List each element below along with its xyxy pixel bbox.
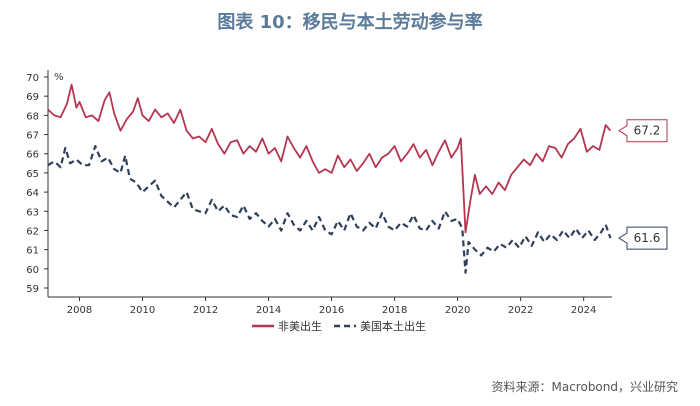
y-tick-label: 68 [26,111,39,122]
x-tick-label: 2024 [571,305,596,316]
y-tick-label: 59 [26,284,39,295]
x-tick-label: 2008 [67,305,92,316]
x-tick-label: 2014 [256,305,281,316]
series-line [47,83,612,234]
x-tick-label: 2010 [130,305,155,316]
unit-label: % [54,72,64,83]
x-tick-label: 2018 [382,305,407,316]
legend: 非美出生 美国本土出生 [252,319,426,333]
y-tick-label: 65 [26,169,39,180]
end-value-callout [618,226,668,250]
y-tick-label: 64 [26,188,39,199]
series-line [47,145,612,274]
y-tick-label: 69 [26,92,39,103]
end-value-callout [618,119,668,143]
x-tick-label: 2016 [319,305,344,316]
series-lines [47,83,612,274]
y-tick-label: 66 [26,150,39,161]
y-tick-label: 67 [26,131,39,142]
y-tick-label: 61 [26,246,39,257]
x-tick-label: 2022 [508,305,533,316]
y-tick-label: 70 [26,73,39,84]
y-tick-label: 62 [26,226,39,237]
x-tick-label: 2020 [445,305,470,316]
y-tick-label: 63 [26,207,39,218]
y-tick-label: 60 [26,265,39,276]
chart-title: 图表 10：移民与本土劳动参与率 [217,12,483,33]
end-value-label: 61.6 [634,231,661,245]
source-note: 资料来源：Macrobond，兴业研究 [491,380,679,394]
end-value-label: 67.2 [634,124,661,138]
end-labels: 67.2 61.6 [618,119,668,250]
legend-label: 美国本土出生 [360,319,426,333]
legend-label: 非美出生 [278,319,322,333]
y-tick-labels: 59 60 61 62 63 64 65 66 67 68 69 70 [26,73,48,295]
x-tick-labels: 2008 2010 2012 2014 2016 2018 2020 2022 2024 [67,297,596,316]
x-tick-label: 2012 [193,305,218,316]
